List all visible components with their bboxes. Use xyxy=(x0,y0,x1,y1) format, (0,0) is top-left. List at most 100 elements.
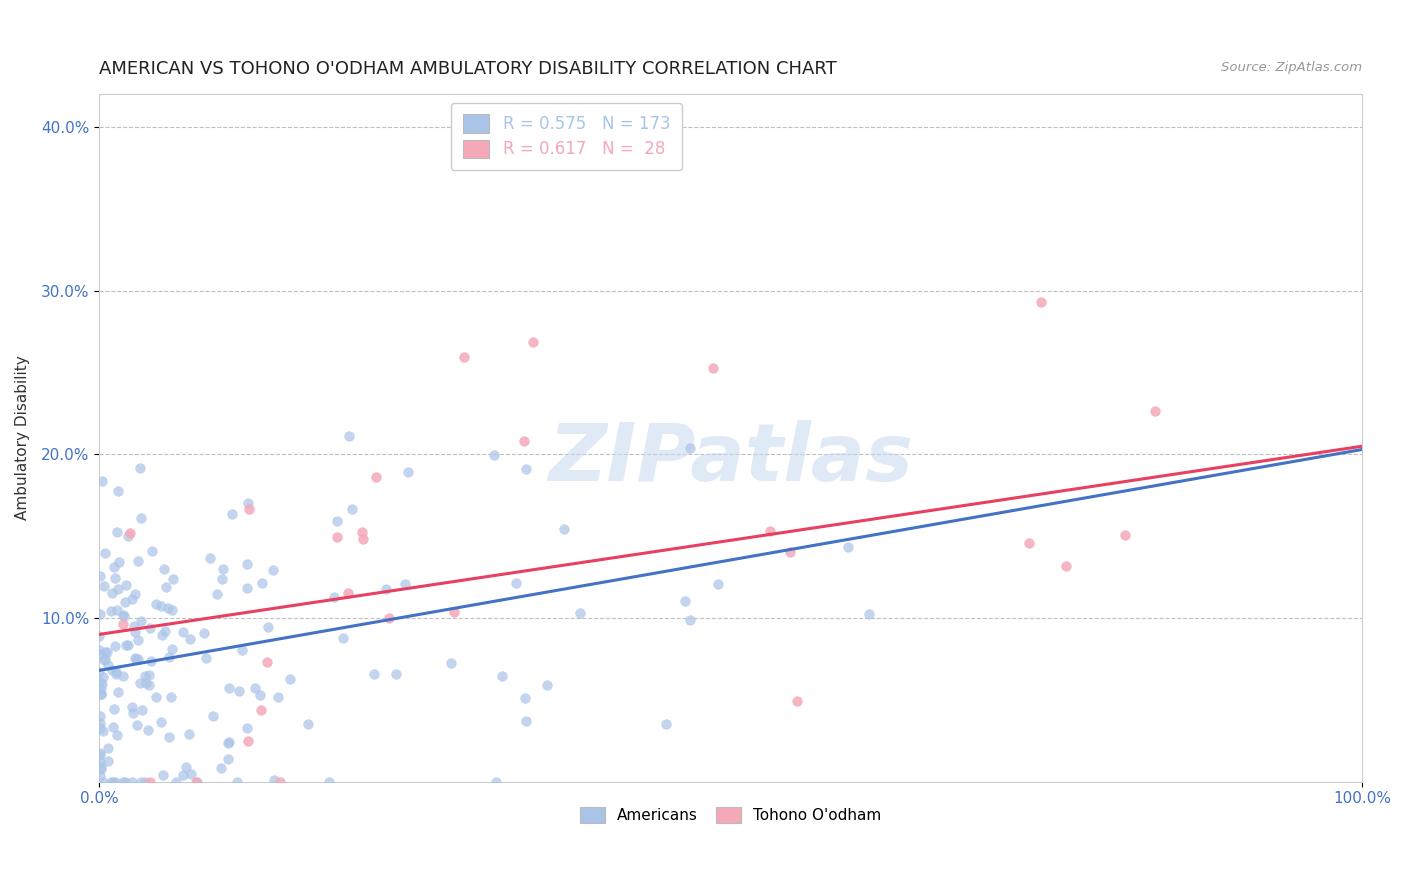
Point xyxy=(90,688,112,702)
Point xyxy=(198,551,221,566)
Point xyxy=(278,672,301,686)
Text: AMERICAN VS TOHONO O'ODHAM AMBULATORY DISABILITY CORRELATION CHART: AMERICAN VS TOHONO O'ODHAM AMBULATORY DI… xyxy=(100,60,837,78)
Point xyxy=(153,624,176,638)
Point xyxy=(131,704,153,718)
Point xyxy=(139,621,162,635)
Point xyxy=(104,639,127,653)
Point xyxy=(89,721,111,735)
Point xyxy=(363,666,385,681)
Point xyxy=(340,501,363,516)
Point xyxy=(90,676,112,690)
Point xyxy=(655,717,678,731)
Point xyxy=(124,625,146,640)
Point xyxy=(138,774,160,789)
Point xyxy=(124,650,146,665)
Point xyxy=(1029,294,1052,309)
Point xyxy=(160,603,183,617)
Point xyxy=(236,734,259,748)
Point xyxy=(117,638,139,652)
Point xyxy=(152,767,174,781)
Point xyxy=(127,632,149,647)
Point xyxy=(121,774,143,789)
Point xyxy=(89,568,111,582)
Point xyxy=(129,614,152,628)
Point xyxy=(115,638,138,652)
Point xyxy=(89,716,111,731)
Point xyxy=(160,641,183,656)
Point xyxy=(221,507,243,521)
Point xyxy=(93,652,115,666)
Point xyxy=(114,774,136,789)
Point xyxy=(94,546,117,560)
Point xyxy=(90,762,112,776)
Point xyxy=(135,675,157,690)
Point xyxy=(89,769,111,783)
Point xyxy=(262,563,284,577)
Point xyxy=(94,645,117,659)
Point xyxy=(128,676,150,690)
Point xyxy=(89,709,111,723)
Point xyxy=(453,351,475,365)
Point xyxy=(101,721,124,735)
Point xyxy=(352,524,374,539)
Point xyxy=(89,629,111,643)
Point xyxy=(100,605,122,619)
Point xyxy=(177,727,200,741)
Point xyxy=(238,501,260,516)
Point xyxy=(121,706,143,720)
Point xyxy=(139,654,162,668)
Point xyxy=(91,774,114,789)
Point xyxy=(396,465,419,479)
Point xyxy=(1054,558,1077,573)
Point xyxy=(205,587,228,601)
Point xyxy=(702,360,724,375)
Legend: Americans, Tohono O'odham: Americans, Tohono O'odham xyxy=(571,797,890,832)
Point xyxy=(1144,404,1167,418)
Point xyxy=(103,774,125,789)
Point xyxy=(121,700,143,714)
Point xyxy=(104,665,127,679)
Point xyxy=(209,761,232,775)
Point xyxy=(90,687,112,701)
Point xyxy=(256,656,278,670)
Point xyxy=(103,702,125,716)
Point xyxy=(125,718,148,732)
Point xyxy=(120,526,142,541)
Point xyxy=(97,740,120,755)
Point xyxy=(1018,535,1040,549)
Point xyxy=(100,586,122,600)
Point xyxy=(112,668,135,682)
Point xyxy=(112,617,135,632)
Point xyxy=(155,580,177,594)
Text: Source: ZipAtlas.com: Source: ZipAtlas.com xyxy=(1220,61,1362,74)
Point xyxy=(297,717,319,731)
Point xyxy=(105,525,128,540)
Point xyxy=(127,652,149,666)
Point xyxy=(679,441,702,455)
Point xyxy=(165,774,187,789)
Point xyxy=(779,544,801,558)
Point xyxy=(217,752,239,766)
Point xyxy=(91,723,114,738)
Point xyxy=(115,578,138,592)
Point xyxy=(243,681,266,695)
Y-axis label: Ambulatory Disability: Ambulatory Disability xyxy=(15,356,30,520)
Point xyxy=(485,774,508,789)
Point xyxy=(394,577,416,591)
Point xyxy=(266,690,288,704)
Point xyxy=(89,647,111,661)
Point xyxy=(759,524,782,538)
Point xyxy=(250,703,273,717)
Point xyxy=(107,484,129,499)
Point xyxy=(124,587,146,601)
Point xyxy=(104,571,127,585)
Point xyxy=(103,560,125,574)
Point xyxy=(145,597,167,611)
Point xyxy=(91,670,114,684)
Point xyxy=(89,665,111,680)
Point xyxy=(235,581,257,595)
Point xyxy=(150,714,173,729)
Point xyxy=(443,605,465,619)
Point xyxy=(89,607,111,622)
Point xyxy=(837,541,859,555)
